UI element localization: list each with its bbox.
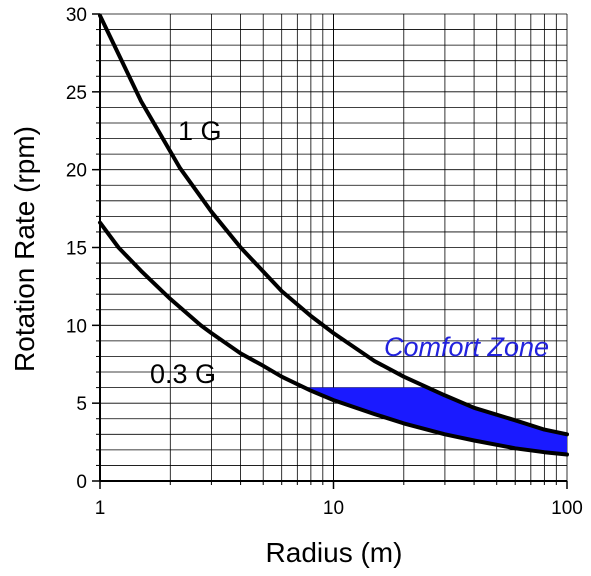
y-tick-label: 0 [76,472,87,493]
comfort-zone-region [304,387,567,455]
series-label-0-3g: 0.3 G [150,359,216,389]
y-tick-label: 15 [66,239,87,260]
axes [92,13,568,489]
y-tick-label: 20 [66,161,87,182]
y-tick-label: 10 [66,316,87,337]
tick-labels: 0 5 10 15 20 25 30 1 10 100 [66,5,583,519]
y-tick-label: 5 [76,394,87,415]
series-lines [98,13,569,457]
grid [99,13,568,482]
series-label-1g: 1 G [178,116,222,146]
x-tick-label: 100 [551,498,583,519]
y-axis-label: Rotation Rate (rpm) [9,126,40,372]
comfort-zone-label: Comfort Zone [384,332,549,362]
comfort-zone-fill [304,387,567,455]
x-tick-label: 10 [323,498,344,519]
series-line-0 [98,13,569,437]
y-tick-label: 30 [66,5,87,26]
series-line-1 [98,220,569,457]
x-axis-label: Radius (m) [266,537,403,568]
x-tick-label: 1 [95,498,106,519]
y-tick-label: 25 [66,83,87,104]
